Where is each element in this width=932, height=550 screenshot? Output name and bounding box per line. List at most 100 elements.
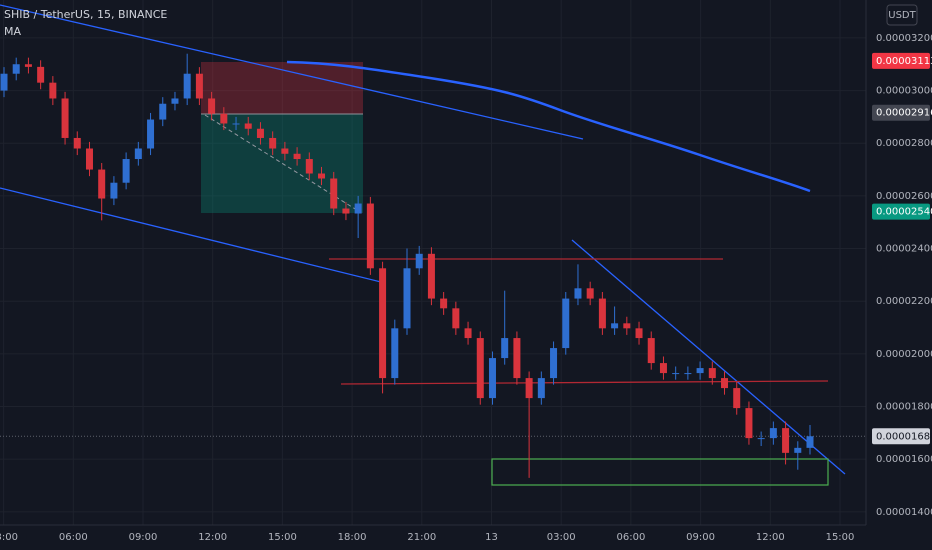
candle-body xyxy=(403,268,411,329)
candle-body xyxy=(342,208,350,214)
candle-body xyxy=(721,378,729,389)
candle-body xyxy=(171,98,179,104)
candle-body xyxy=(232,123,240,125)
candle-body xyxy=(696,368,704,374)
price-tag xyxy=(872,428,930,445)
candle-body xyxy=(427,253,435,299)
candle-body xyxy=(293,153,301,160)
candle-body xyxy=(550,348,558,379)
candle-body xyxy=(672,373,680,375)
candle-body xyxy=(244,123,252,129)
candle-body xyxy=(318,173,326,179)
candle-body xyxy=(330,178,338,209)
stop-zone xyxy=(201,62,363,114)
candle-body xyxy=(611,323,619,329)
candle-body xyxy=(85,148,93,170)
candle-body xyxy=(574,288,582,299)
support-line xyxy=(340,380,829,385)
candle-body xyxy=(305,159,313,174)
candle-body xyxy=(269,137,277,149)
candle-body xyxy=(623,323,631,329)
y-tick-label: 0.00002600 xyxy=(876,191,932,202)
drawings xyxy=(0,4,846,486)
price-tag xyxy=(872,203,930,220)
candle-body xyxy=(354,203,362,214)
price-axis xyxy=(866,0,932,550)
x-tick-label: 15:00 xyxy=(268,532,297,543)
candle-body xyxy=(464,328,472,339)
price-tag xyxy=(872,104,930,121)
candle-body xyxy=(391,328,399,379)
candle-body xyxy=(476,338,484,399)
candle-body xyxy=(769,428,777,439)
x-tick-label: 13 xyxy=(485,532,498,543)
candle-body xyxy=(195,73,203,99)
candle-body xyxy=(12,64,20,74)
x-tick-label: 12:00 xyxy=(756,532,785,543)
trend-line xyxy=(0,187,386,284)
y-tick-label: 0.00002000 xyxy=(876,349,932,360)
candle-body xyxy=(708,368,716,379)
currency[interactable]: USDT xyxy=(888,10,916,21)
candle-body xyxy=(452,308,460,329)
demand-zone xyxy=(491,458,829,486)
y-tick-label: 0.00001800 xyxy=(876,402,932,413)
currency-box[interactable] xyxy=(886,4,918,26)
labels: 0.00003200 0.00003000 0.00002800 0.00002600… xyxy=(0,33,932,543)
candle-body xyxy=(488,358,496,399)
candle-body xyxy=(24,64,32,67)
x-tick-label: 03:00 xyxy=(547,532,576,543)
trend-line xyxy=(0,4,584,140)
candle-body xyxy=(0,73,8,91)
candle-body xyxy=(757,438,765,440)
candle-body xyxy=(147,119,155,149)
x-tick-label: 15:00 xyxy=(826,532,855,543)
candle-body xyxy=(256,128,264,138)
x-tick-label: 06:00 xyxy=(59,532,88,543)
y-tick-label: 0.00001400 xyxy=(876,507,932,518)
candle-body xyxy=(562,298,570,349)
candle-body xyxy=(806,436,814,448)
candle-body xyxy=(733,388,741,409)
candle-body xyxy=(134,148,142,160)
candle-body xyxy=(379,268,387,379)
x-tick-label: 09:00 xyxy=(686,532,715,543)
price-tag-label: 0.00002540 xyxy=(876,207,932,218)
candle-body xyxy=(598,298,606,329)
candle-body xyxy=(440,298,448,309)
candle-body xyxy=(61,98,69,138)
candle-body xyxy=(659,363,667,374)
time-axis xyxy=(0,525,866,550)
candle-body xyxy=(159,103,167,120)
x-tick-label: 06:00 xyxy=(616,532,645,543)
chart-title: SHIB / TetherUS, 15, BINANCE xyxy=(4,8,167,21)
candle-body xyxy=(537,378,545,399)
candle-body xyxy=(110,182,118,199)
candle-body xyxy=(415,253,423,269)
candle-body xyxy=(635,328,643,339)
y-tick-label: 0.00002200 xyxy=(876,296,932,307)
candle-body xyxy=(782,428,790,453)
candle-body xyxy=(183,73,191,99)
candle-body xyxy=(501,338,509,359)
candle-body xyxy=(366,203,374,269)
candle-body xyxy=(73,137,81,149)
candle-body xyxy=(37,66,45,83)
price-tag-label: 0.00003113 xyxy=(876,56,932,67)
candle-body xyxy=(513,338,521,379)
y-tick-label: 0.00002800 xyxy=(876,138,932,149)
price-tag-label: 0.00002916 xyxy=(876,108,932,119)
candle-body xyxy=(220,113,228,124)
candle-body xyxy=(525,378,533,399)
y-tick-label: 0.00003000 xyxy=(876,86,932,97)
candles xyxy=(0,53,814,478)
candle-body xyxy=(684,373,692,375)
x-tick-label: 21:00 xyxy=(407,532,436,543)
candle-body xyxy=(586,288,594,299)
moving-average xyxy=(286,60,811,193)
candle-body xyxy=(49,82,57,99)
indicator-label: MA xyxy=(4,25,21,38)
candle-body xyxy=(122,159,130,183)
y-tick-label: 0.00001600 xyxy=(876,454,932,465)
